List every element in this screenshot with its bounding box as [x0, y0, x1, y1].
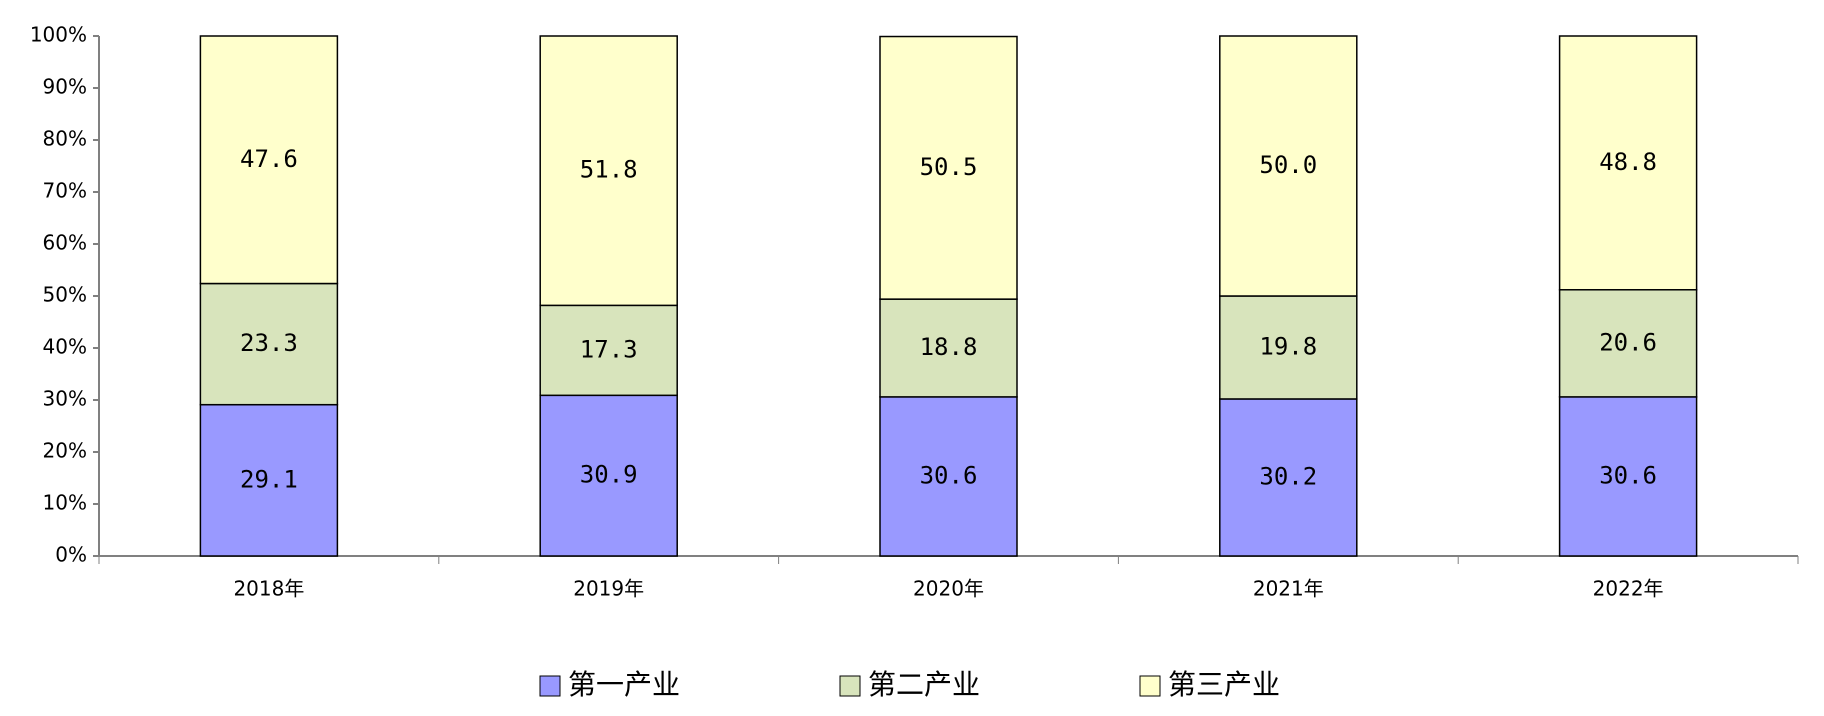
legend-label: 第三产业 — [1168, 668, 1280, 701]
data-label: 50.0 — [1259, 151, 1317, 179]
bar-segment — [879, 35, 1018, 300]
data-label: 18.8 — [920, 333, 978, 361]
x-tick-label: 2020年 — [913, 577, 984, 601]
legend-label: 第二产业 — [868, 668, 980, 701]
legend-label: 第一产业 — [568, 668, 680, 701]
y-tick-label: 100% — [30, 23, 87, 47]
legend-swatch — [839, 675, 861, 697]
bar-segment — [1219, 295, 1358, 400]
bar-segment — [1558, 35, 1698, 291]
data-label: 20.6 — [1599, 328, 1657, 356]
y-tick-label: 20% — [43, 439, 87, 463]
y-tick-label: 60% — [43, 231, 87, 255]
data-label: 17.3 — [580, 335, 638, 363]
bar-segment — [879, 298, 1018, 398]
y-tick-label: 0% — [55, 543, 87, 567]
data-label: 50.5 — [920, 153, 978, 181]
bar-segment — [879, 396, 1018, 557]
bar-segment — [199, 282, 339, 406]
data-label: 48.8 — [1599, 148, 1657, 176]
legend-swatch — [1139, 675, 1161, 697]
data-label: 29.1 — [240, 465, 298, 493]
bar-segment — [1558, 289, 1698, 398]
data-label: 30.9 — [580, 461, 638, 489]
y-tick-label: 90% — [43, 75, 87, 99]
data-label: 30.6 — [1599, 461, 1657, 489]
x-tick-label: 2019年 — [573, 577, 644, 601]
y-tick-label: 10% — [43, 491, 87, 515]
data-label: 47.6 — [240, 145, 298, 173]
x-tick-label: 2021年 — [1253, 577, 1324, 601]
bar-segment — [539, 35, 678, 307]
x-tick-label: 2018年 — [233, 577, 304, 601]
data-label: 30.2 — [1259, 462, 1317, 490]
y-tick-label: 70% — [43, 179, 87, 203]
data-label: 19.8 — [1259, 332, 1317, 360]
bar-segment — [1219, 35, 1358, 297]
y-tick-label: 50% — [43, 283, 87, 307]
bar-segment — [539, 304, 678, 397]
data-label: 23.3 — [240, 329, 298, 357]
bar-segment — [1219, 398, 1358, 557]
data-label: 51.8 — [580, 156, 638, 184]
x-tick-label: 2022年 — [1593, 577, 1664, 601]
y-tick-label: 30% — [43, 387, 87, 411]
bar-segment — [199, 35, 339, 285]
legend-swatch — [539, 675, 561, 697]
data-label: 30.6 — [920, 461, 978, 489]
bar-segment — [539, 394, 678, 557]
bar-segment — [1558, 396, 1698, 557]
y-tick-label: 80% — [43, 127, 87, 151]
y-tick-label: 40% — [43, 335, 87, 359]
